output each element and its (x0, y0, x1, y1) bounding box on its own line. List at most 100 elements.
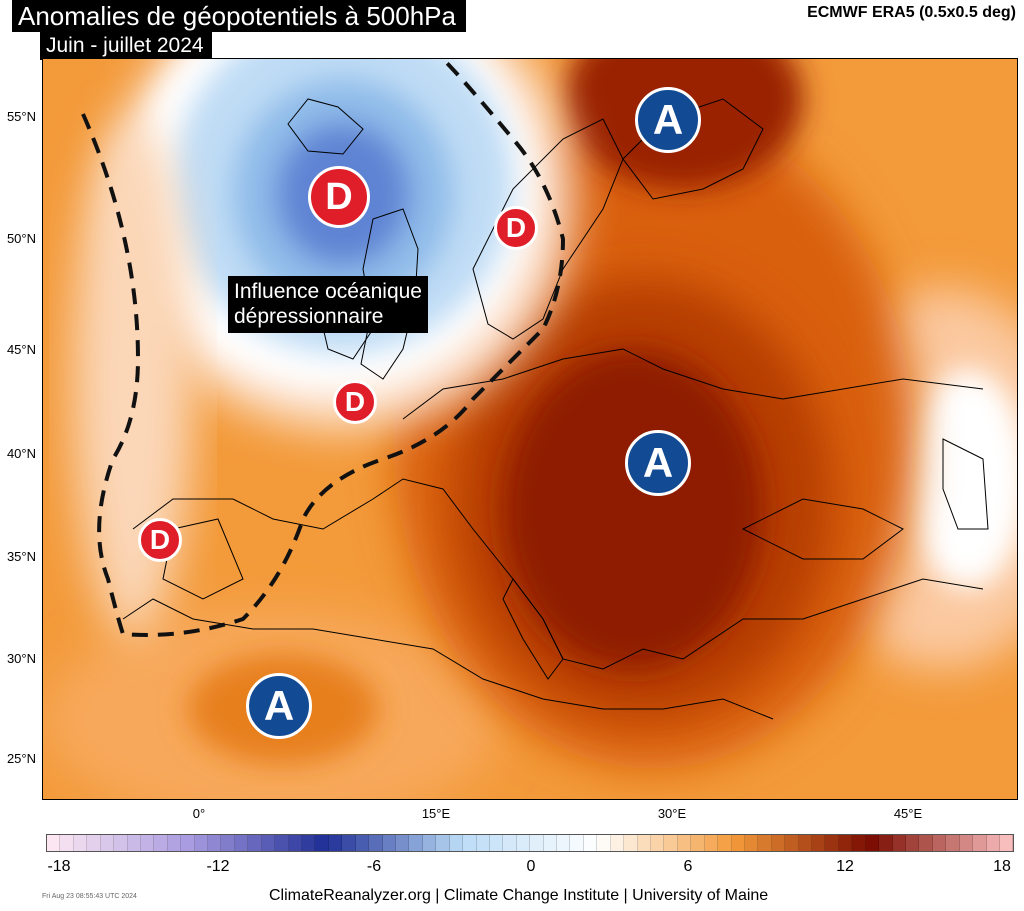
colorbar-cell (208, 835, 222, 851)
colorbar-cell (919, 835, 933, 851)
annotation-line-1: Influence océanique (234, 280, 422, 303)
colorbar-cell (248, 835, 262, 851)
coastline-scandinavia (472, 118, 624, 340)
lat-label-25: 25°N (6, 751, 36, 766)
coastline-north-africa (122, 598, 774, 720)
high-pressure-marker-eastern-europe: A (625, 430, 691, 496)
colorbar-cell (114, 835, 128, 851)
map-title: Anomalies de géopotentiels à 500hPa (12, 0, 466, 32)
colorbar-cell (664, 835, 678, 851)
colorbar-cell (999, 835, 1014, 851)
colorbar-cell (704, 835, 719, 851)
oceanic-influence-annotation: Influence océanique dépressionnaire (228, 276, 428, 333)
coastline-black-sea (741, 498, 904, 560)
colorbar-cell (691, 835, 705, 851)
colorbar-cell (838, 835, 853, 851)
colorbar-tick: -12 (206, 858, 230, 875)
colorbar-cell (87, 835, 101, 851)
low-pressure-marker-scandinavia: D (494, 206, 538, 250)
colorbar-cell (140, 835, 155, 851)
anomaly-map (42, 58, 1018, 800)
colorbar-cell (302, 835, 316, 851)
colorbar-cell (476, 835, 490, 851)
colorbar-cell (100, 835, 115, 851)
colorbar-cell (610, 835, 625, 851)
colorbar-cell (865, 835, 880, 851)
colorbar-cell (785, 835, 799, 851)
colorbar-cell (986, 835, 1000, 851)
colorbar-cell (731, 835, 745, 851)
colorbar-tick: -6 (366, 858, 382, 875)
colorbar-cell (409, 835, 423, 851)
colorbar-cell (892, 835, 906, 851)
colorbar-cell (852, 835, 866, 851)
colorbar-tick: 6 (683, 858, 693, 875)
colorbar-cell (946, 835, 960, 851)
colorbar-cell (530, 835, 544, 851)
colorbar-cell (288, 835, 303, 851)
colorbar-cell (570, 835, 584, 851)
colorbar-cell (718, 835, 732, 851)
anomaly-west-band (73, 119, 193, 639)
colorbar-cell (234, 835, 249, 851)
lon-label-0: 0° (192, 806, 206, 821)
colorbar-tick: 0 (526, 858, 536, 875)
coastline-caspian-sea (942, 438, 989, 530)
low-pressure-marker-iberia: D (138, 518, 182, 562)
lon-label-45e: 45°E (893, 806, 923, 821)
high-pressure-marker-north-africa: A (246, 673, 312, 739)
colorbar-cell (355, 835, 370, 851)
colorbar-cell (637, 835, 651, 851)
colorbar-cell (516, 835, 531, 851)
colorbar-cell (879, 835, 893, 851)
lat-label-50: 50°N (6, 231, 36, 246)
colorbar-cell (221, 835, 235, 851)
coastline-northern-europe (402, 348, 984, 420)
colorbar-cell (758, 835, 772, 851)
high-pressure-marker-russia: A (635, 87, 701, 153)
colorbar-cell (503, 835, 517, 851)
lat-label-55: 55°N (6, 109, 36, 124)
colorbar-cell (677, 835, 692, 851)
colorbar-cell (624, 835, 638, 851)
colorbar-cell (650, 835, 665, 851)
colorbar-tick: -18 (47, 858, 71, 875)
colorbar-cell (597, 835, 611, 851)
colorbar-cell (906, 835, 920, 851)
colorbar-cell (489, 835, 504, 851)
colorbar-cell (812, 835, 826, 851)
colorbar-cell (395, 835, 410, 851)
colorbar-cell (127, 835, 141, 851)
low-pressure-marker-atlantic: D (308, 166, 370, 228)
coastline-iceland (287, 98, 364, 155)
colorbar-cell (959, 835, 974, 851)
lat-label-35: 35°N (6, 549, 36, 564)
colorbar-cell (369, 835, 383, 851)
colorbar-cell (463, 835, 477, 851)
colorbar-cell (436, 835, 450, 851)
anomaly-ridge-core (503, 349, 763, 669)
colorbar-cell (60, 835, 74, 851)
lat-label-40: 40°N (6, 446, 36, 461)
colorbar-cell (449, 835, 464, 851)
colorbar-cell (328, 835, 343, 851)
coastline-iberia (162, 518, 244, 600)
footer-credit: ClimateReanalyzer.org | Climate Change I… (269, 887, 769, 904)
colorbar-cell (167, 835, 182, 851)
oceanic-influence-boundary (81, 59, 566, 637)
lat-label-30: 30°N (6, 651, 36, 666)
colorbar-cell (194, 835, 209, 851)
lon-label-30e: 30°E (657, 806, 687, 821)
colorbar-tick: 18 (993, 858, 1011, 875)
colorbar-cell (744, 835, 759, 851)
map-subtitle: Juin - juillet 2024 (40, 32, 212, 60)
colorbar-tick: 12 (836, 858, 854, 875)
colorbar-cell (275, 835, 289, 851)
colorbar-cell (382, 835, 396, 851)
colorbar-cell (771, 835, 786, 851)
coastlines (122, 98, 989, 720)
colorbar-cell (315, 835, 329, 851)
lon-label-15e: 15°E (421, 806, 451, 821)
colorbar-cell (422, 835, 437, 851)
colorbar-cell (973, 835, 987, 851)
